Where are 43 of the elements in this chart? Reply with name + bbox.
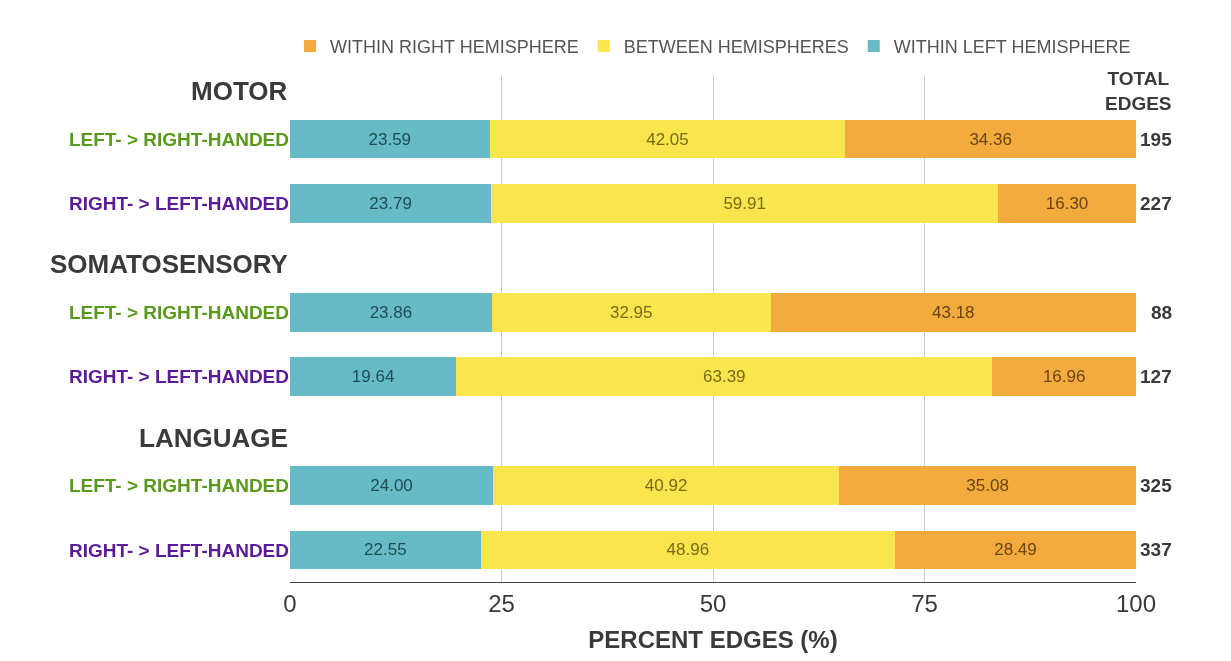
y-tick-label: LEFT- > RIGHT-HANDED [68,128,289,150]
x-axis-title: PERCENT EDGES (%) [588,626,838,654]
text: 227 [1140,193,1172,214]
data-label: 42.05 [646,129,689,149]
data-label: 63.39 [703,367,746,387]
data-label: 48.96 [666,540,710,560]
y-tick-label: LEFT- > RIGHT-HANDED [68,475,289,497]
annotation: TOTAL EDGES [1105,68,1172,114]
data-label: 28.49 [994,540,1037,560]
text: SOMATOSENSORY [50,249,288,279]
y-tick-label: RIGHT- > LEFT-HANDED [68,193,289,214]
data-label: 16.96 [1042,367,1086,387]
data-label: 22.55 [364,540,407,560]
x-tick-label: 100 [1115,589,1157,617]
data-label: 24.00 [370,476,413,496]
legend-label: WITHIN RIGHT HEMISPHERE [330,37,579,58]
data-label: 23.86 [369,302,413,322]
data-label: 59.91 [723,193,766,213]
legend-label: BETWEEN HEMISPHERES [623,37,849,58]
text: 88 [1151,302,1173,323]
data-label: 35.08 [966,476,1009,496]
data-label: 32.95 [609,302,653,322]
text: 325 [1140,475,1173,496]
y-tick-label: RIGHT- > LEFT-HANDED [68,539,289,561]
data-label: 23.59 [368,129,412,149]
data-label: 40.92 [644,476,688,496]
x-tick-label: 75 [911,589,938,617]
text: LANGUAGE [139,423,288,453]
text: 337 [1140,539,1172,560]
data-label: 43.18 [931,302,975,322]
data-label: 16.30 [1045,193,1089,213]
data-label: 23.79 [369,193,412,213]
text: 127 [1140,366,1172,387]
x-tick-label: 50 [699,589,727,617]
text: MOTOR [191,76,288,106]
y-tick-label: RIGHT- > LEFT-HANDED [68,366,289,388]
data-label: 34.36 [969,129,1012,149]
legend-label: WITHIN LEFT HEMISPHERE [893,37,1131,58]
y-tick-label: LEFT- > RIGHT-HANDED [68,302,289,324]
x-tick-label: 0 [283,589,297,617]
text: 195 [1140,129,1173,150]
data-label: 19.64 [351,367,395,387]
x-tick-label: 25 [488,589,515,617]
